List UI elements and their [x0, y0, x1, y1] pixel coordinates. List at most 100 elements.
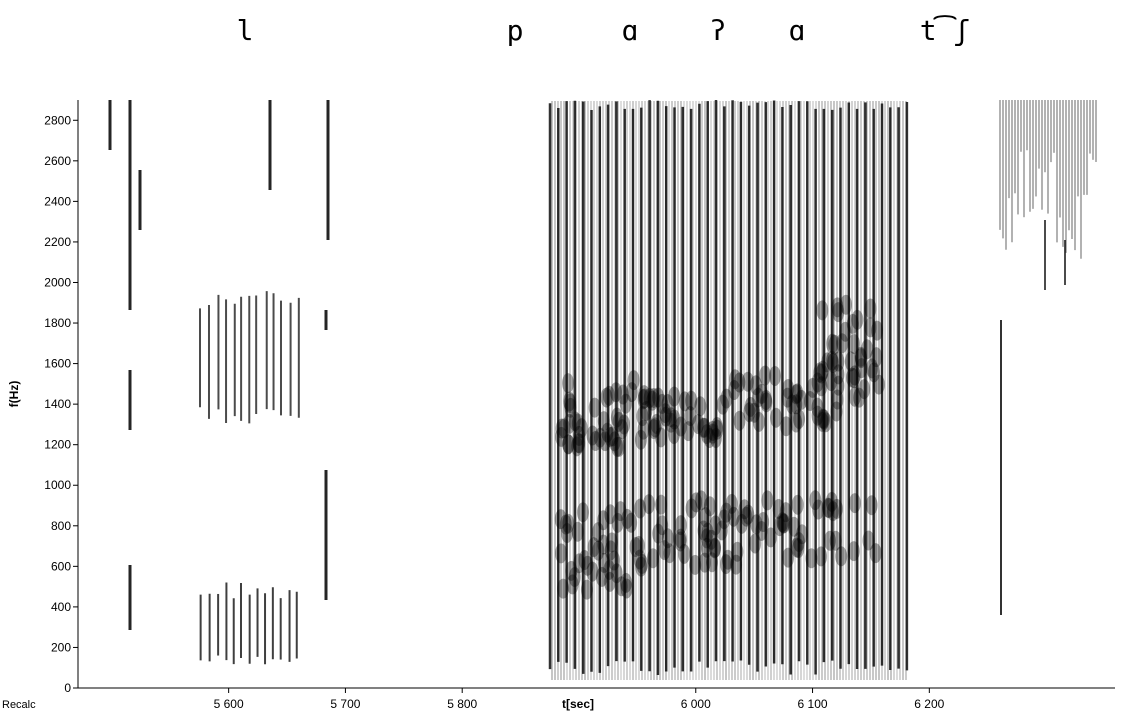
formant-blob [640, 400, 653, 421]
formant-blob [699, 507, 712, 528]
formant-blob [826, 501, 839, 522]
formant-blob [710, 417, 723, 438]
formant-blob [563, 391, 576, 412]
formant-blob [656, 393, 669, 414]
formant-blob [652, 387, 665, 408]
formant-blob [848, 386, 861, 407]
formant-blob [822, 497, 835, 518]
formant-blob [562, 434, 575, 455]
formant-blob [697, 417, 710, 438]
formant-blob [678, 543, 691, 564]
formant-blob [634, 498, 647, 519]
formant-blob [698, 552, 711, 573]
formant-blob [682, 421, 695, 442]
formant-blob [782, 378, 795, 399]
formant-blob [847, 541, 860, 562]
formant-blob [709, 427, 722, 448]
formant-blob [795, 389, 808, 410]
formant-blob [571, 413, 584, 434]
formant-blob [604, 540, 617, 561]
formant-blob [869, 543, 882, 564]
formant-blob [605, 532, 618, 553]
formant-blob [720, 502, 733, 523]
formant-blob [647, 387, 660, 408]
formant-blob [620, 572, 633, 593]
formant-blob [571, 521, 584, 542]
formant-blob [740, 506, 753, 527]
formant-blob [815, 363, 828, 384]
formant-blob [835, 546, 848, 567]
formant-blob [690, 492, 703, 513]
formant-blob [698, 417, 711, 438]
formant-blob [779, 502, 792, 523]
formant-blob [826, 333, 839, 354]
formant-blob [793, 408, 806, 429]
x-tick-label: 5 600 [214, 697, 244, 711]
formant-blob [652, 523, 665, 544]
formant-blob [701, 522, 714, 543]
formant-blob [615, 576, 628, 597]
formant-blob [811, 372, 824, 393]
formant-blob [755, 383, 768, 404]
formant-blob [832, 351, 845, 372]
formant-blob [563, 413, 576, 434]
formant-blob [568, 567, 581, 588]
recalc-button[interactable]: Recalc [2, 699, 36, 711]
formant-blob [609, 382, 622, 403]
formant-blob [658, 540, 671, 561]
formant-blob [700, 537, 713, 558]
formant-blob [816, 408, 829, 429]
formant-blob [603, 385, 616, 406]
formant-blob [555, 426, 568, 447]
formant-blob [603, 559, 616, 580]
formant-blob [661, 394, 674, 415]
formant-blob [729, 369, 742, 390]
formant-blob [851, 309, 864, 330]
formant-blob [573, 433, 586, 454]
formant-blob [770, 407, 783, 428]
formant-blob [594, 427, 607, 448]
x-tick-label: 6 100 [798, 697, 828, 711]
formant-blob [829, 530, 842, 551]
formant-blob [649, 417, 662, 438]
formant-blob [610, 407, 623, 428]
formant-blob [786, 394, 799, 415]
formant-blob [781, 387, 794, 408]
formant-blob [839, 294, 852, 315]
formant-blob [790, 537, 803, 558]
formant-blob [715, 520, 728, 541]
formant-blob [706, 423, 719, 444]
y-axis-label: f(Hz) [7, 381, 21, 408]
formant-blob [603, 571, 616, 592]
formant-blob [848, 368, 861, 389]
formant-blob [749, 533, 762, 554]
y-tick-label: 2400 [44, 194, 71, 208]
formant-blob [612, 411, 625, 432]
formant-blob [625, 382, 638, 403]
formant-blob [708, 538, 721, 559]
formant-blob [566, 574, 579, 595]
formant-blob [816, 360, 829, 381]
formant-blob [791, 383, 804, 404]
formant-blob [592, 540, 605, 561]
formant-blob [629, 536, 642, 557]
formant-blob [636, 406, 649, 427]
formant-blob [864, 317, 877, 338]
formant-blob [730, 554, 743, 575]
formant-blob [572, 432, 585, 453]
formant-blob [601, 422, 614, 443]
formant-blob [555, 418, 568, 439]
formant-blob [608, 550, 621, 571]
formant-blob [586, 425, 599, 446]
formant-blob [813, 362, 826, 383]
formant-blob [733, 410, 746, 431]
formant-blob [839, 321, 852, 342]
formant-blob [796, 524, 809, 545]
formant-blob [689, 554, 702, 575]
formant-blob [654, 427, 667, 448]
formant-blob [663, 543, 676, 564]
formant-blob [684, 406, 697, 427]
formant-blob [742, 504, 755, 525]
formant-blob [872, 374, 885, 395]
formant-blob [812, 499, 825, 520]
